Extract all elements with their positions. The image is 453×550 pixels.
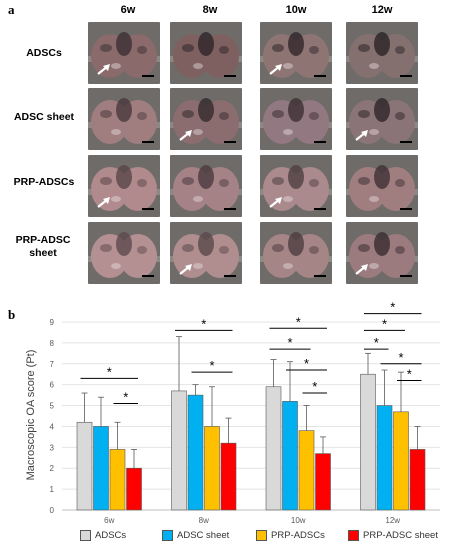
specimen-photo xyxy=(88,22,160,84)
row-header-adscs: ADSCs xyxy=(26,47,62,59)
column-header-12w: 12w xyxy=(371,4,393,16)
legend-item-prp-adscs: PRP-ADSCs xyxy=(256,530,325,541)
significance-star: * xyxy=(382,316,387,331)
x-category-label: 6w xyxy=(104,516,114,525)
bar xyxy=(298,430,315,511)
y-tick-label: 0 xyxy=(50,506,55,515)
bar xyxy=(315,453,331,511)
significance-star: * xyxy=(374,335,379,350)
significance-brackets: ************* xyxy=(80,300,422,404)
legend-swatch xyxy=(162,530,173,541)
bar xyxy=(360,373,376,511)
legend-item-adscs: ADSCs xyxy=(80,530,126,541)
legend-item-adsc-sheet: ADSC sheet xyxy=(162,530,229,541)
bar xyxy=(204,426,220,511)
bar xyxy=(376,405,393,511)
bar xyxy=(171,390,187,511)
significance-star: * xyxy=(287,335,292,350)
bar xyxy=(393,411,409,511)
panel-b-letter: b xyxy=(8,307,16,322)
specimen-photo xyxy=(346,88,418,150)
panel-a-letter: a xyxy=(8,2,15,17)
specimen-photo xyxy=(88,155,160,217)
y-tick-label: 9 xyxy=(50,318,55,327)
bar xyxy=(282,401,298,511)
significance-star: * xyxy=(304,356,309,371)
bar xyxy=(109,449,126,511)
column-header-6w: 6w xyxy=(120,4,136,16)
y-tick-label: 8 xyxy=(50,339,55,348)
legend-swatch xyxy=(256,530,267,541)
significance-star: * xyxy=(390,300,395,315)
significance-star: * xyxy=(407,366,412,381)
specimen-photo xyxy=(260,88,332,150)
y-tick-label: 7 xyxy=(50,360,55,369)
specimen-photo xyxy=(170,22,242,84)
specimen-photo xyxy=(88,88,160,150)
bars xyxy=(76,373,426,511)
specimen-photo xyxy=(260,222,332,284)
column-header-8w: 8w xyxy=(202,4,218,16)
bar xyxy=(187,394,204,511)
significance-star: * xyxy=(107,364,112,379)
x-category-label: 12w xyxy=(385,516,400,525)
significance-star: * xyxy=(209,358,214,373)
bar xyxy=(409,449,426,511)
significance-star: * xyxy=(312,379,317,394)
bar xyxy=(76,421,93,511)
legend-label: ADSCs xyxy=(95,530,127,541)
significance-star: * xyxy=(398,350,403,365)
y-tick-labels: 0 1 2 3 4 5 6 7 8 9 xyxy=(50,318,55,515)
legend-label: ADSC sheet xyxy=(177,530,230,541)
row-header-prp-adscs: PRP-ADSCs xyxy=(13,176,75,188)
bar xyxy=(220,442,237,511)
y-tick-label: 6 xyxy=(50,381,55,390)
significance-star: * xyxy=(296,314,301,329)
y-tick-label: 4 xyxy=(50,422,55,431)
x-category-labels: 6w 8w 10w 12w xyxy=(104,516,400,525)
bar xyxy=(265,386,282,511)
specimen-photo xyxy=(260,22,332,84)
error-bars xyxy=(81,336,421,469)
y-tick-label: 5 xyxy=(50,402,55,411)
legend: ADSCs ADSC sheet PRP-ADSCs PRP-ADSC shee… xyxy=(80,530,440,546)
bar xyxy=(93,426,109,511)
y-axis-label: Macroscopic OA score (Pt) xyxy=(25,350,37,481)
specimen-photo xyxy=(170,88,242,150)
bar xyxy=(126,467,142,511)
column-header-10w: 10w xyxy=(285,4,307,16)
specimen-photo xyxy=(346,22,418,84)
significance-star: * xyxy=(201,316,206,331)
y-tick-label: 2 xyxy=(50,464,55,473)
specimen-photo xyxy=(88,222,160,284)
x-category-label: 8w xyxy=(199,516,209,525)
significance-star: * xyxy=(123,389,128,404)
legend-item-prp-adsc-sheet: PRP-ADSC sheet xyxy=(348,530,438,541)
y-tick-label: 3 xyxy=(50,443,55,452)
row-header-prp-adsc-sheet: PRP-ADSC sheet xyxy=(15,234,71,259)
legend-swatch xyxy=(348,530,359,541)
legend-swatch xyxy=(80,530,91,541)
y-tick-label: 1 xyxy=(50,485,55,494)
specimen-photo xyxy=(170,222,242,284)
specimen-photo xyxy=(260,155,332,217)
row-header-adsc-sheet: ADSC sheet xyxy=(13,111,75,123)
specimen-photo xyxy=(346,222,418,284)
legend-label: PRP-ADSC sheet xyxy=(363,530,438,541)
legend-label: PRP-ADSCs xyxy=(271,530,325,541)
x-category-label: 10w xyxy=(291,516,306,525)
specimen-photo xyxy=(170,155,242,217)
specimen-photo xyxy=(346,155,418,217)
